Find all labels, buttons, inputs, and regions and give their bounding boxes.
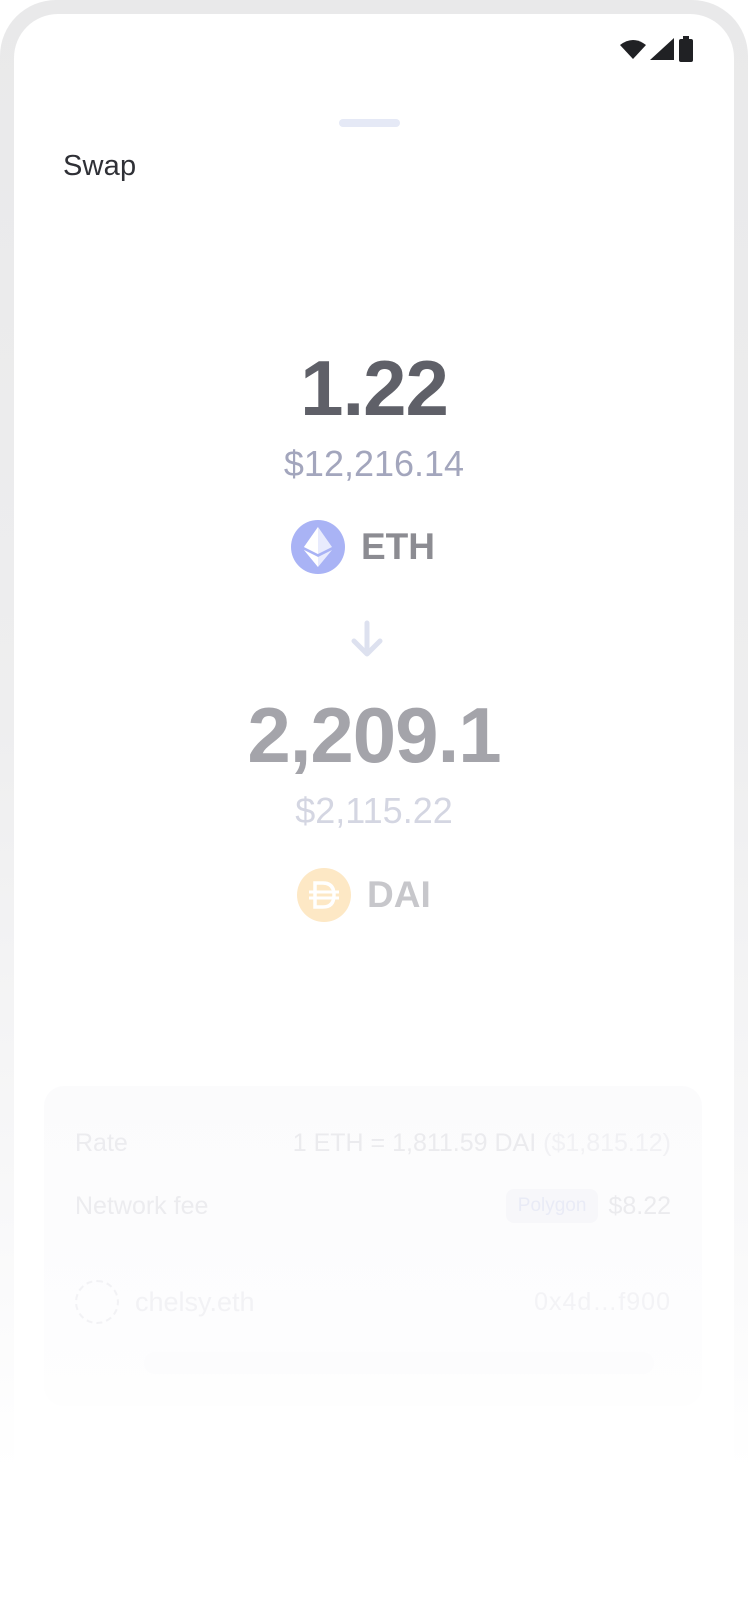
arrow-down-icon <box>348 620 386 665</box>
network-fee-label: Network fee <box>75 1191 209 1220</box>
network-fee-value: $8.22 <box>608 1191 671 1220</box>
status-bar <box>620 36 694 67</box>
from-token[interactable]: ETH <box>291 520 435 574</box>
account-row[interactable]: chelsy.eth 0x4d…f900 <box>75 1280 671 1324</box>
account-name: chelsy.eth <box>135 1286 255 1317</box>
to-token-symbol: DAI <box>367 874 431 915</box>
rate-value-group: 1 ETH = 1,811.59 DAI ($1,815.12) <box>293 1129 671 1158</box>
rate-value: 1 ETH = 1,811.59 DAI <box>292 1129 537 1157</box>
from-token-symbol: ETH <box>361 526 435 567</box>
confirm-button-placeholder[interactable] <box>144 1352 654 1374</box>
dai-icon <box>297 868 351 922</box>
eth-icon <box>291 520 345 574</box>
avatar <box>75 1280 119 1324</box>
battery-icon <box>678 36 694 67</box>
network-fee-row: Network fee Polygon $8.22 <box>75 1189 671 1223</box>
rate-usd: ($1,815.12) <box>543 1129 671 1157</box>
to-amount: 2,209.1 <box>247 691 501 779</box>
network-badge[interactable]: Polygon <box>505 1189 599 1223</box>
to-token[interactable]: DAI <box>297 868 431 922</box>
signal-icon <box>650 38 674 65</box>
page-title: Swap <box>63 150 137 182</box>
from-amount: 1.22 <box>300 344 449 432</box>
wifi-icon <box>620 39 646 64</box>
fee-group: Polygon $8.22 <box>505 1189 671 1223</box>
account-address: 0x4d…f900 <box>534 1287 671 1316</box>
to-usd-value: $2,115.22 <box>295 790 453 831</box>
screen: Swap 1.22 $12,216.14 ETH 2,209.1 $2,115.… <box>14 14 734 1614</box>
rate-label: Rate <box>75 1129 128 1157</box>
account-group: chelsy.eth <box>75 1280 255 1324</box>
rate-row: Rate 1 ETH = 1,811.59 DAI ($1,815.12) <box>75 1129 671 1158</box>
sheet-grabber[interactable] <box>339 119 400 127</box>
from-usd-value: $12,216.14 <box>283 443 465 484</box>
